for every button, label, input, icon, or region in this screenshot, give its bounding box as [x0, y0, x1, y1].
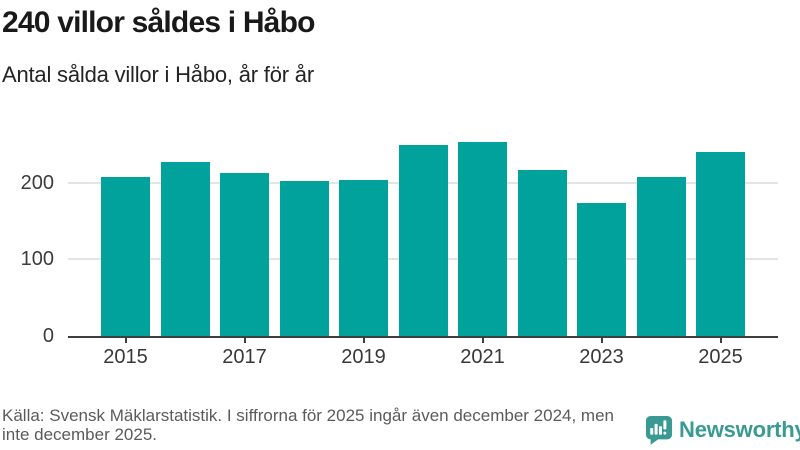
x-slot-2024: [637, 337, 686, 371]
chart-subtitle: Antal sålda villor i Håbo, år för år: [2, 62, 314, 87]
x-tick: [243, 337, 246, 343]
bar-2025: [696, 151, 745, 336]
x-slot-2017: 2017: [220, 337, 269, 371]
x-slot-2023: 2023: [577, 337, 626, 371]
bar-2024: [636, 177, 686, 336]
x-tick: [124, 337, 127, 343]
x-tick-label-2021: 2021: [460, 346, 505, 368]
x-slot-2016: [161, 337, 210, 371]
bar-2020: [398, 144, 448, 336]
y-tick-label-200: 200: [20, 171, 54, 194]
x-tick: [481, 337, 484, 343]
x-tick-label-2025: 2025: [698, 346, 743, 368]
bar-2022: [517, 170, 567, 336]
x-slot-2015: 2015: [101, 337, 150, 371]
bar-2021: [458, 141, 507, 336]
y-axis-labels: 0 100 200: [0, 135, 54, 346]
x-axis-labels: 2015 2017 2019 2021 2023 2025: [68, 337, 778, 371]
x-tick-label-2019: 2019: [341, 346, 386, 368]
x-slot-2022: [518, 337, 567, 371]
x-tick: [362, 337, 365, 343]
x-slot-2021: 2021: [458, 337, 507, 371]
x-slot-2018: [280, 337, 329, 371]
source-note: Källa: Svensk Mäklarstatistik. I siffror…: [2, 406, 614, 444]
y-tick-label-0: 0: [42, 325, 54, 347]
x-axis-line: [68, 336, 778, 338]
y-tick-label-100: 100: [20, 248, 54, 271]
bar-2023: [577, 203, 626, 336]
bar-2017: [220, 173, 269, 336]
x-tick: [600, 337, 603, 343]
bar-chart-plot-area: [68, 135, 778, 338]
x-slot-2025: 2025: [696, 337, 745, 371]
bar-2019: [339, 180, 388, 336]
newsworthy-bubble-chart-icon: [645, 416, 673, 445]
x-tick: [719, 337, 722, 343]
x-slot-2019: 2019: [339, 337, 388, 371]
x-tick-label-2017: 2017: [222, 346, 267, 368]
bars-container: [68, 135, 778, 336]
bar-2018: [279, 181, 329, 336]
bar-2015: [101, 177, 150, 336]
chart-title: 240 villor såldes i Håbo: [2, 6, 315, 39]
newsworthy-logo[interactable]: Newsworthy: [645, 415, 800, 445]
newsworthy-wordmark: Newsworthy: [679, 417, 800, 442]
bar-2016: [160, 161, 210, 336]
x-tick-label-2023: 2023: [579, 346, 624, 368]
x-slot-2020: [399, 337, 448, 371]
x-tick-label-2015: 2015: [103, 346, 148, 368]
